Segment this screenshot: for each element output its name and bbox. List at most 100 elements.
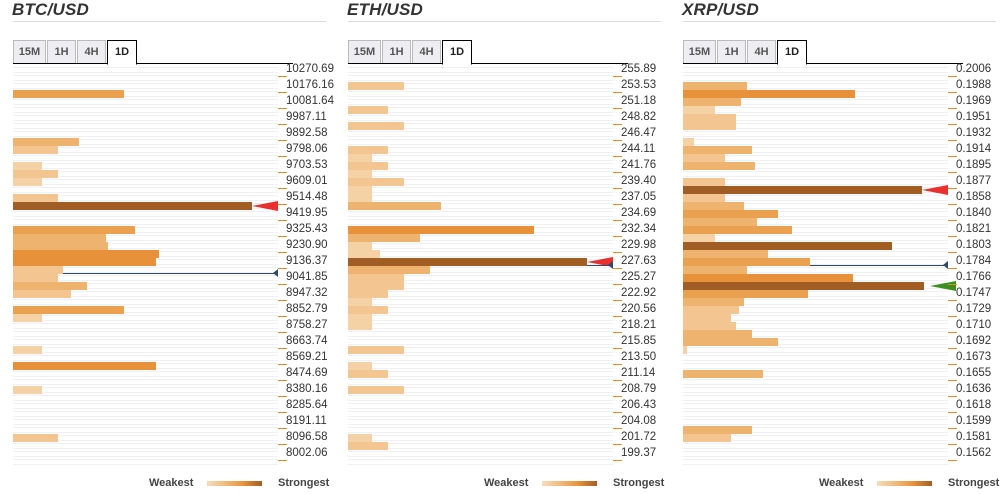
strength-bar[interactable] bbox=[348, 314, 372, 322]
strength-bar[interactable] bbox=[348, 306, 388, 314]
tab-1h[interactable]: 1H bbox=[47, 40, 76, 63]
strength-bar[interactable] bbox=[683, 122, 736, 130]
strength-bar[interactable] bbox=[13, 202, 252, 210]
strength-bar[interactable] bbox=[13, 170, 58, 178]
strength-bar[interactable] bbox=[683, 106, 715, 114]
strength-bar[interactable] bbox=[348, 266, 430, 274]
strength-bar[interactable] bbox=[13, 146, 58, 154]
strength-bar[interactable] bbox=[348, 442, 388, 450]
strength-bar[interactable] bbox=[348, 154, 372, 162]
strength-bar[interactable] bbox=[348, 282, 404, 290]
tab-1h[interactable]: 1H bbox=[382, 40, 411, 63]
strength-bar[interactable] bbox=[683, 202, 744, 210]
strength-bar[interactable] bbox=[683, 154, 725, 162]
strength-bar[interactable] bbox=[13, 242, 108, 250]
strength-bar[interactable] bbox=[13, 306, 124, 314]
strength-bar[interactable] bbox=[348, 386, 404, 394]
tab-15m[interactable]: 15M bbox=[683, 40, 716, 63]
strength-bar[interactable] bbox=[13, 266, 63, 274]
strength-bar[interactable] bbox=[348, 274, 404, 282]
strength-bar[interactable] bbox=[683, 178, 725, 186]
strength-bar[interactable] bbox=[348, 290, 388, 298]
strength-bar[interactable] bbox=[683, 290, 808, 298]
tab-15m[interactable]: 15M bbox=[13, 40, 46, 63]
strength-bar[interactable] bbox=[13, 226, 135, 234]
strength-bar[interactable] bbox=[683, 162, 755, 170]
strength-bar[interactable] bbox=[348, 178, 404, 186]
strength-bar[interactable] bbox=[348, 170, 372, 178]
strength-bar[interactable] bbox=[683, 322, 736, 330]
strength-bar[interactable] bbox=[683, 266, 747, 274]
strength-bar[interactable] bbox=[348, 82, 404, 90]
strength-bar[interactable] bbox=[683, 138, 694, 146]
strength-bar[interactable] bbox=[683, 434, 731, 442]
strength-bar[interactable] bbox=[683, 314, 731, 322]
strength-bar[interactable] bbox=[683, 282, 924, 290]
strength-bar[interactable] bbox=[348, 370, 388, 378]
strength-bar[interactable] bbox=[13, 274, 58, 282]
strength-bar[interactable] bbox=[683, 186, 922, 194]
strength-bar[interactable] bbox=[348, 322, 372, 330]
strength-bar[interactable] bbox=[13, 194, 58, 202]
tab-1d[interactable]: 1D bbox=[107, 40, 137, 65]
strength-bar[interactable] bbox=[13, 234, 106, 242]
strength-bar[interactable] bbox=[683, 426, 752, 434]
strength-bar[interactable] bbox=[13, 138, 79, 146]
strength-bar[interactable] bbox=[348, 122, 404, 130]
strength-bar[interactable] bbox=[348, 146, 388, 154]
strength-bar[interactable] bbox=[683, 306, 739, 314]
strength-bar[interactable] bbox=[348, 202, 441, 210]
strength-bar[interactable] bbox=[348, 242, 372, 250]
strength-bar[interactable] bbox=[683, 146, 752, 154]
strength-bar[interactable] bbox=[683, 338, 778, 346]
tab-15m[interactable]: 15M bbox=[348, 40, 381, 63]
strength-bar[interactable] bbox=[13, 290, 71, 298]
strength-bar[interactable] bbox=[683, 226, 792, 234]
strength-bar[interactable] bbox=[683, 370, 763, 378]
strength-bar[interactable] bbox=[13, 178, 42, 186]
strength-bar[interactable] bbox=[683, 82, 747, 90]
strength-bar[interactable] bbox=[683, 250, 768, 258]
strength-bar[interactable] bbox=[348, 434, 372, 442]
strength-bar[interactable] bbox=[683, 218, 757, 226]
strength-bar[interactable] bbox=[348, 346, 404, 354]
strength-bar[interactable] bbox=[683, 346, 687, 354]
strength-bar[interactable] bbox=[683, 242, 892, 250]
strength-bar[interactable] bbox=[683, 194, 725, 202]
strength-bar[interactable] bbox=[13, 346, 42, 354]
strength-bar[interactable] bbox=[13, 362, 156, 370]
tab-4h[interactable]: 4H bbox=[412, 40, 441, 63]
strength-bar[interactable] bbox=[348, 186, 372, 194]
strength-bar[interactable] bbox=[683, 330, 752, 338]
strength-bar[interactable] bbox=[348, 298, 372, 306]
strength-bar[interactable] bbox=[683, 258, 810, 266]
strength-bar[interactable] bbox=[13, 434, 58, 442]
strength-bar[interactable] bbox=[13, 162, 42, 170]
strength-bar[interactable] bbox=[13, 386, 42, 394]
strength-bar[interactable] bbox=[348, 234, 420, 242]
tab-1d[interactable]: 1D bbox=[442, 40, 472, 65]
strength-bar[interactable] bbox=[683, 274, 853, 282]
tab-4h[interactable]: 4H bbox=[77, 40, 106, 63]
strength-bar[interactable] bbox=[13, 250, 159, 258]
strength-bar[interactable] bbox=[13, 282, 87, 290]
strength-bar[interactable] bbox=[683, 234, 715, 242]
strength-bar[interactable] bbox=[683, 98, 741, 106]
strength-bar[interactable] bbox=[683, 298, 744, 306]
strength-bar[interactable] bbox=[348, 250, 380, 258]
strength-bar[interactable] bbox=[348, 362, 372, 370]
tab-1d[interactable]: 1D bbox=[777, 40, 807, 65]
strength-bar[interactable] bbox=[348, 258, 587, 266]
strength-bar[interactable] bbox=[13, 90, 124, 98]
strength-bar[interactable] bbox=[683, 210, 778, 218]
strength-bar[interactable] bbox=[348, 106, 388, 114]
strength-bar[interactable] bbox=[683, 90, 855, 98]
tab-4h[interactable]: 4H bbox=[747, 40, 776, 63]
strength-bar[interactable] bbox=[13, 258, 156, 266]
strength-bar[interactable] bbox=[683, 114, 736, 122]
strength-bar[interactable] bbox=[13, 314, 42, 322]
strength-bar[interactable] bbox=[348, 194, 372, 202]
tab-1h[interactable]: 1H bbox=[717, 40, 746, 63]
strength-bar[interactable] bbox=[348, 162, 388, 170]
strength-bar[interactable] bbox=[348, 226, 534, 234]
